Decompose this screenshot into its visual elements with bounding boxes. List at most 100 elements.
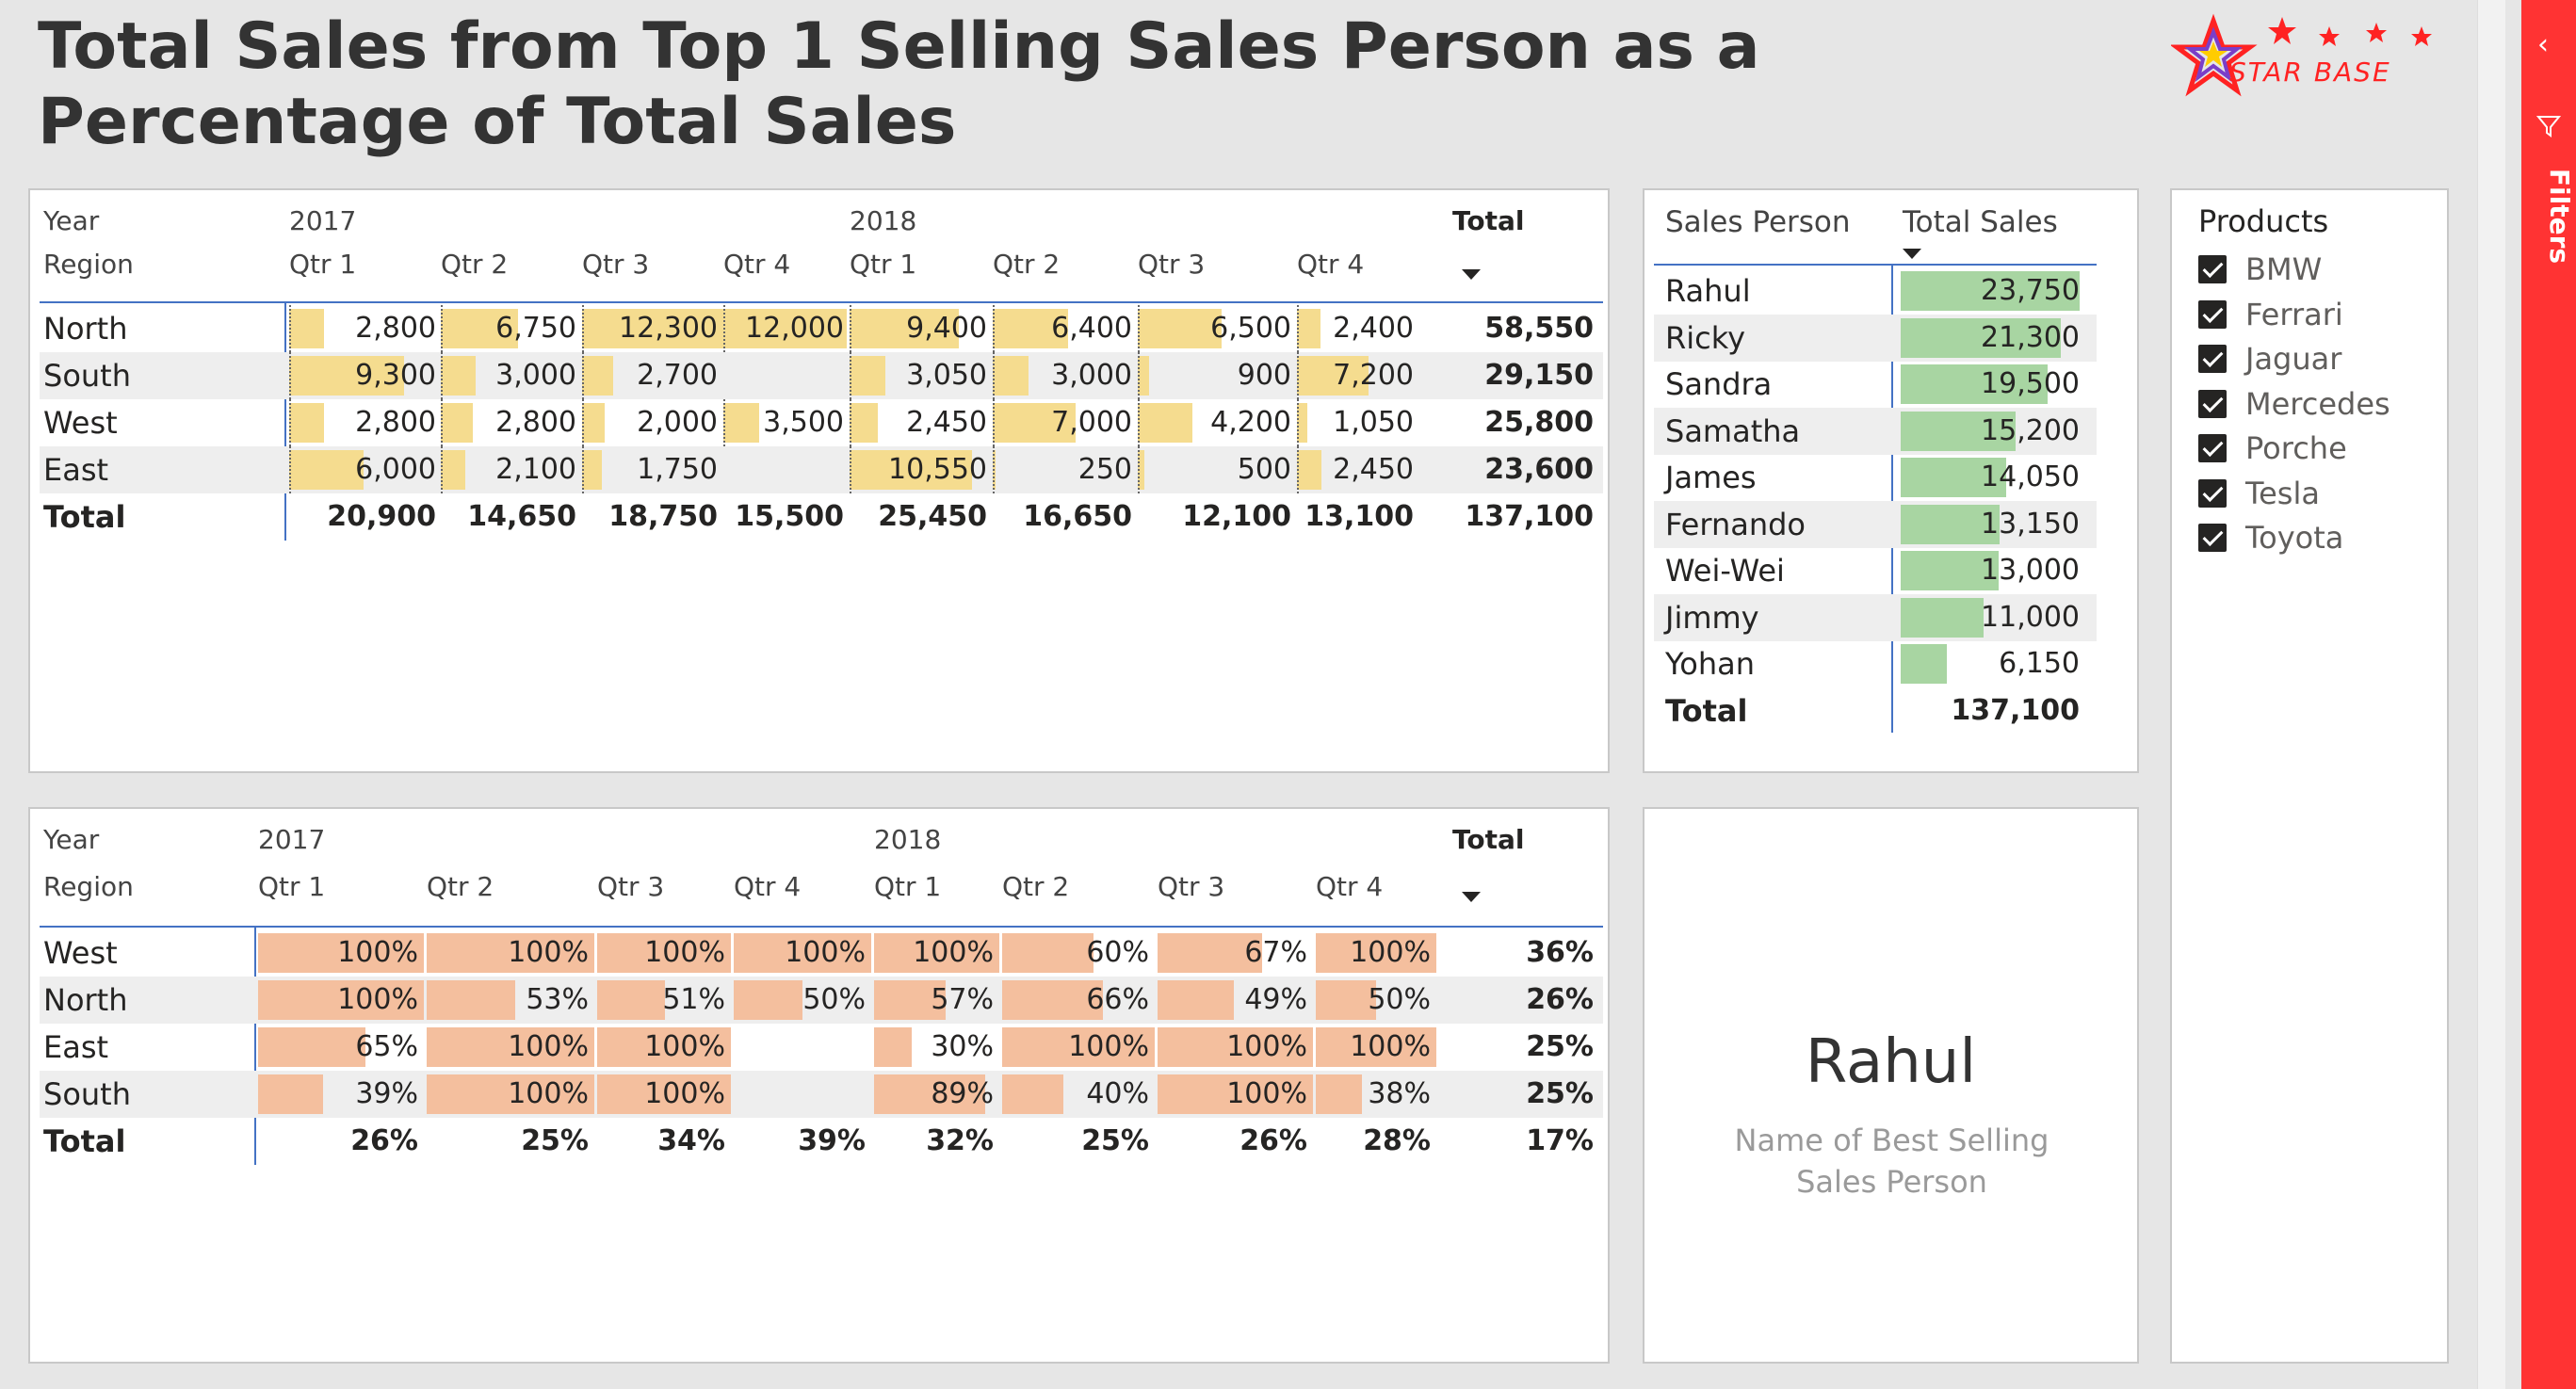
best-seller-card[interactable]: Rahul Name of Best Selling Sales Person [1643, 807, 2139, 1364]
quarter-header[interactable]: Qtr 4 [1316, 871, 1384, 902]
sales-person-row[interactable]: James 14,050 [1654, 454, 2097, 501]
matrix-cell[interactable]: 3,500 [763, 406, 844, 439]
matrix-cell[interactable]: 250 [1077, 453, 1132, 486]
matrix-cell[interactable]: 100% [1226, 1030, 1307, 1063]
matrix-cell[interactable]: 67% [1244, 936, 1307, 969]
sales-person-row[interactable]: Ricky 21,300 [1654, 314, 2097, 362]
matrix-cell[interactable]: 6,400 [1051, 312, 1132, 345]
matrix-cell[interactable]: 100% [644, 1077, 725, 1110]
matrix-cell[interactable]: 57% [931, 983, 994, 1016]
quarter-header[interactable]: Qtr 2 [993, 249, 1061, 280]
matrix-cell[interactable]: 51% [662, 983, 725, 1016]
slicer-item[interactable]: Toyota [2198, 519, 2424, 557]
quarter-header[interactable]: Qtr 2 [427, 871, 494, 902]
quarter-header[interactable]: Qtr 4 [1297, 249, 1365, 280]
matrix-cell[interactable]: 100% [1068, 1030, 1149, 1063]
matrix-cell[interactable] [723, 352, 844, 399]
matrix-cell[interactable]: 53% [526, 983, 589, 1016]
quarter-header[interactable]: Qtr 1 [258, 871, 326, 902]
checkbox-checked-icon[interactable] [2198, 434, 2227, 462]
matrix-cell[interactable]: 100% [508, 1077, 589, 1110]
sales-matrix-visual[interactable]: Year Region 2017 2018 Qtr 1 Qtr 2 Qtr 3 Qtr 4 Qt… [28, 188, 1610, 773]
matrix-cell[interactable]: 2,800 [355, 312, 436, 345]
slicer-item[interactable]: Mercedes [2198, 385, 2424, 423]
quarter-header[interactable]: Qtr 3 [597, 871, 665, 902]
quarter-header[interactable]: Qtr 1 [289, 249, 357, 280]
matrix-cell[interactable] [734, 1024, 866, 1071]
matrix-cell[interactable]: 50% [802, 983, 866, 1016]
year-header[interactable]: 2018 [850, 205, 917, 236]
matrix-cell[interactable]: 66% [1086, 983, 1149, 1016]
quarter-header[interactable]: Qtr 2 [1002, 871, 1070, 902]
sort-descending-icon[interactable] [1903, 249, 1921, 259]
slicer-item[interactable]: BMW [2198, 250, 2424, 288]
matrix-cell[interactable]: 2,700 [637, 359, 718, 392]
matrix-cell[interactable]: 49% [1244, 983, 1307, 1016]
quarter-header[interactable]: Qtr 1 [874, 871, 942, 902]
matrix-cell[interactable]: 900 [1237, 359, 1291, 392]
matrix-cell[interactable]: 2,800 [355, 406, 436, 439]
year-header[interactable]: 2017 [289, 205, 357, 236]
matrix-cell[interactable]: 6,000 [355, 453, 436, 486]
matrix-cell[interactable]: 40% [1086, 1077, 1149, 1110]
matrix-cell[interactable]: 12,000 [745, 312, 844, 345]
matrix-cell[interactable]: 6,750 [495, 312, 576, 345]
sales-person-row[interactable]: Fernando 13,150 [1654, 500, 2097, 548]
matrix-cell[interactable]: 60% [1086, 936, 1149, 969]
matrix-cell[interactable]: 38% [1368, 1077, 1431, 1110]
checkbox-checked-icon[interactable] [2198, 478, 2227, 508]
matrix-cell[interactable]: 100% [644, 936, 725, 969]
matrix-cell[interactable]: 100% [785, 936, 866, 969]
sales-person-row[interactable]: Rahul 23,750 [1654, 267, 2097, 315]
matrix-cell[interactable]: 50% [1368, 983, 1431, 1016]
matrix-cell[interactable]: 3,050 [906, 359, 987, 392]
matrix-cell[interactable]: 39% [355, 1077, 418, 1110]
matrix-cell[interactable]: 100% [1226, 1077, 1307, 1110]
matrix-cell[interactable]: 100% [508, 936, 589, 969]
matrix-row[interactable]: South 9,300 3,000 2,700 3,050 3,000 900 7,200 29… [40, 352, 1603, 399]
percent-matrix-visual[interactable]: Year Region 2017 2018 Qtr 1 Qtr 2 Qtr 3 Qtr 4 Qt… [28, 807, 1610, 1364]
quarter-header[interactable]: Qtr 4 [723, 249, 791, 280]
matrix-cell[interactable] [723, 446, 844, 493]
matrix-cell[interactable]: 2,800 [495, 406, 576, 439]
matrix-row[interactable]: North 2,800 6,750 12,300 12,000 9,400 6,400 6,5… [40, 305, 1603, 352]
matrix-cell[interactable]: 1,750 [637, 453, 718, 486]
matrix-cell[interactable]: 65% [355, 1030, 418, 1063]
matrix-cell[interactable] [734, 1071, 866, 1118]
matrix-cell[interactable]: 100% [1350, 936, 1431, 969]
matrix-cell[interactable]: 6,500 [1210, 312, 1291, 345]
matrix-cell[interactable]: 2,100 [495, 453, 576, 486]
matrix-row[interactable]: East 65% 100% 100% 30% 100% 100% 100% 25% [40, 1024, 1603, 1071]
matrix-cell[interactable]: 7,200 [1333, 359, 1414, 392]
matrix-cell[interactable]: 10,550 [888, 453, 987, 486]
checkbox-checked-icon[interactable] [2198, 255, 2227, 283]
matrix-cell[interactable]: 12,300 [619, 312, 718, 345]
matrix-cell[interactable]: 100% [913, 936, 994, 969]
sales-person-row[interactable]: Yohan 6,150 [1654, 640, 2097, 687]
sort-descending-icon[interactable] [1462, 269, 1481, 280]
filters-pane[interactable]: ‹ Filters [2521, 0, 2576, 1389]
chevron-left-icon[interactable]: ‹ [2537, 28, 2549, 61]
matrix-cell[interactable]: 7,000 [1051, 406, 1132, 439]
slicer-item[interactable]: Ferrari [2198, 296, 2424, 333]
slicer-item[interactable]: Tesla [2198, 475, 2424, 512]
slicer-item[interactable]: Jaguar [2198, 340, 2424, 378]
sales-person-row[interactable]: Sandra 19,500 [1654, 361, 2097, 408]
quarter-header[interactable]: Qtr 3 [1138, 249, 1206, 280]
matrix-cell[interactable]: 2,400 [1333, 312, 1414, 345]
checkbox-checked-icon[interactable] [2198, 345, 2227, 373]
matrix-cell[interactable]: 500 [1237, 453, 1291, 486]
matrix-cell[interactable]: 3,000 [1051, 359, 1132, 392]
year-header[interactable]: 2018 [874, 824, 942, 855]
matrix-row[interactable]: North 100% 53% 51% 50% 57% 66% 49% 50% 26% [40, 977, 1603, 1024]
quarter-header[interactable]: Qtr 3 [582, 249, 650, 280]
quarter-header[interactable]: Qtr 1 [850, 249, 917, 280]
matrix-cell[interactable]: 100% [508, 1030, 589, 1063]
sort-descending-icon[interactable] [1462, 892, 1481, 902]
matrix-row[interactable]: East 6,000 2,100 1,750 10,550 250 500 2,450 23,6… [40, 446, 1603, 493]
matrix-cell[interactable]: 100% [337, 983, 418, 1016]
quarter-header[interactable]: Qtr 4 [734, 871, 802, 902]
checkbox-checked-icon[interactable] [2198, 389, 2227, 418]
sales-person-row[interactable]: Wei-Wei 13,000 [1654, 547, 2097, 594]
matrix-cell[interactable]: 4,200 [1210, 406, 1291, 439]
